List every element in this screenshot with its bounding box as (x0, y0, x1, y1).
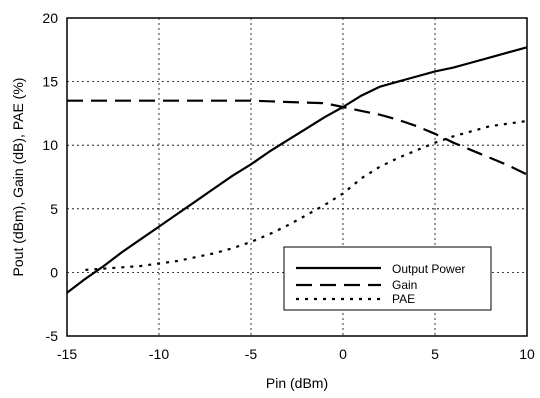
x-tick-label: 0 (339, 346, 347, 362)
y-tick-label: 10 (42, 137, 58, 153)
legend-label-pae: PAE (392, 292, 415, 306)
series-line-gain (67, 99, 528, 176)
plot-frame (66, 17, 528, 337)
x-tick-label: -15 (57, 346, 77, 362)
legend: Output Power Gain PAE (283, 246, 492, 311)
legend-label-output-power: Output Power (392, 262, 465, 276)
x-tick-labels: -15 -10 -5 0 5 10 (57, 346, 535, 362)
series-line-output-power (66, 46, 528, 294)
x-axis-label: Pin (dBm) (266, 375, 328, 391)
series-line-pae (85, 119, 528, 271)
x-tick-label: -10 (149, 346, 169, 362)
y-tick-label: -5 (46, 328, 59, 344)
y-tick-label: 0 (50, 264, 58, 280)
x-tick-label: -5 (245, 346, 258, 362)
y-axis-label: Pout (dBm), Gain (dB), PAE (%) (10, 78, 26, 277)
y-tick-label: 5 (50, 201, 58, 217)
y-tick-label: 15 (42, 74, 58, 90)
y-tick-label: 20 (42, 10, 58, 26)
y-tick-labels: -5 0 5 10 15 20 (42, 10, 58, 344)
x-tick-label: 10 (519, 346, 535, 362)
series-layer (66, 46, 528, 294)
legend-box (283, 246, 492, 311)
x-tick-label: 5 (431, 346, 439, 362)
legend-label-gain: Gain (392, 278, 417, 292)
